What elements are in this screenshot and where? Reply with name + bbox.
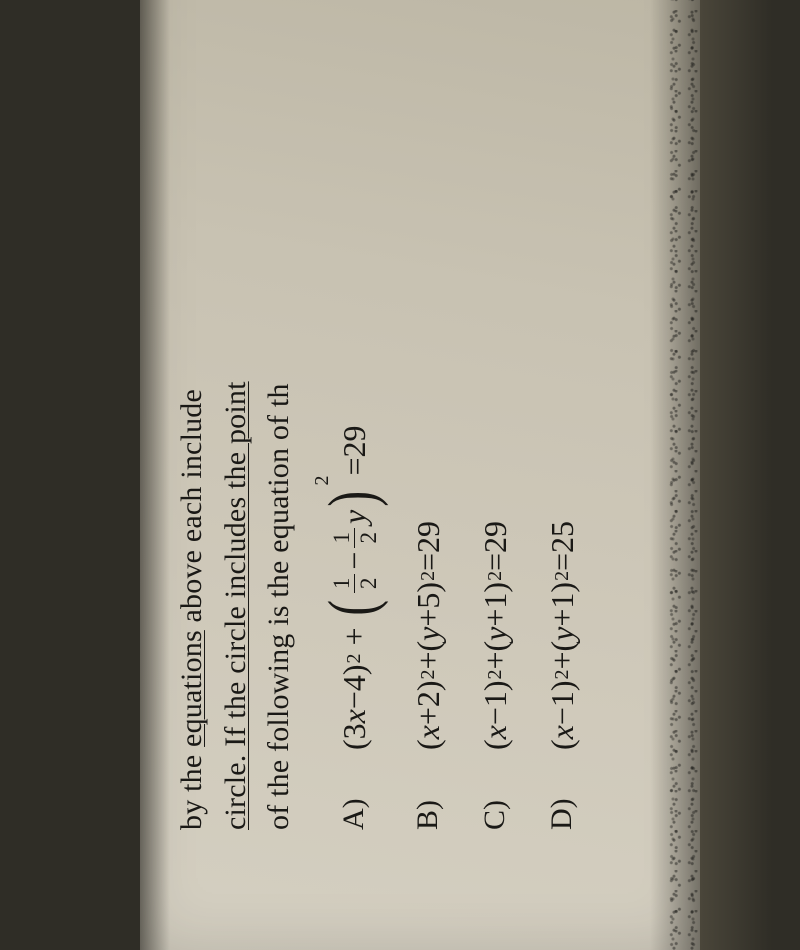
dark-background-bottom xyxy=(700,0,800,950)
intro-line1-prefix: by the xyxy=(175,747,208,830)
question-intro: by the equations above each include circ… xyxy=(170,0,301,830)
intro-line1-suffix: above each include xyxy=(175,389,208,630)
paper-sheet: by the equations above each include circ… xyxy=(140,0,700,950)
option-b: B) (x+2)2 +(y+5)2 =29 xyxy=(410,0,447,830)
option-b-math: (x+2)2 +(y+5)2 =29 xyxy=(410,521,447,750)
option-c: C) (x−1)2 +(y+1)2 =29 xyxy=(477,0,514,830)
option-b-letter: B) xyxy=(411,778,445,830)
option-a-letter: A) xyxy=(337,778,371,830)
option-d: D) (x−1)2 +(y+1)2 =25 xyxy=(544,0,581,830)
option-a: A) (3x−4)2 + ( 1 2 − 1 2 xyxy=(329,0,380,830)
dark-background-top xyxy=(0,0,140,950)
option-d-math: (x−1)2 +(y+1)2 =25 xyxy=(544,521,581,750)
option-c-letter: C) xyxy=(478,778,512,830)
intro-line2-underlined: circle. If the circle includes the point xyxy=(219,381,252,830)
option-a-math: (3x−4)2 + ( 1 2 − 1 2 y xyxy=(329,425,380,750)
answer-options: A) (3x−4)2 + ( 1 2 − 1 2 xyxy=(329,0,581,830)
intro-line1-underlined: equations xyxy=(175,630,208,747)
option-d-letter: D) xyxy=(545,778,579,830)
option-c-math: (x−1)2 +(y+1)2 =29 xyxy=(477,521,514,750)
intro-line3: of the following is the equation of th xyxy=(262,383,295,830)
